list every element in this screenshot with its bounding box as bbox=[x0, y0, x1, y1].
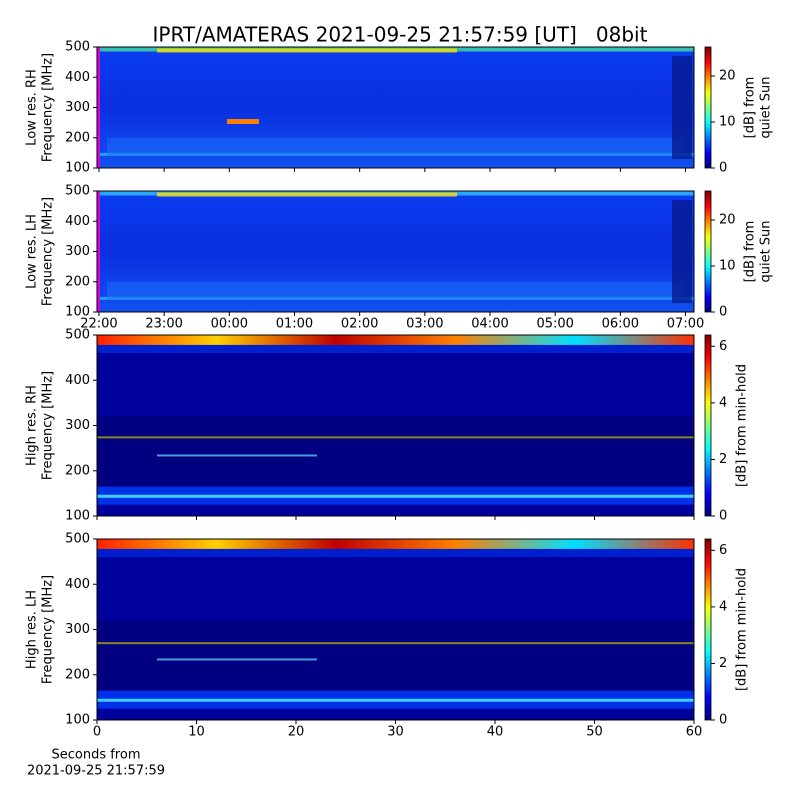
x-tick-label: 07:00 bbox=[667, 317, 704, 332]
y-axis-label: Low res. RH bbox=[25, 69, 40, 146]
y-tick-label: 500 bbox=[65, 328, 90, 343]
band bbox=[97, 335, 694, 345]
y-tick-label: 500 bbox=[65, 532, 90, 547]
x-tick-label: 30 bbox=[387, 725, 404, 740]
band bbox=[107, 137, 684, 156]
band bbox=[157, 192, 457, 197]
y-tick-label: 400 bbox=[65, 70, 90, 85]
x-tick-label: 60 bbox=[686, 725, 703, 740]
x-tick-label: 06:00 bbox=[602, 317, 639, 332]
x-axis-label: Seconds from bbox=[51, 748, 140, 763]
x-tick-label: 01:00 bbox=[276, 317, 313, 332]
band bbox=[157, 48, 457, 53]
x-tick-label: 00:00 bbox=[211, 317, 248, 332]
y-tick-label: 400 bbox=[65, 214, 90, 229]
colorbar-label: [dB] from bbox=[743, 77, 758, 139]
line-feature bbox=[157, 658, 317, 661]
colorbar-label: [dB] from min-hold bbox=[735, 568, 750, 691]
x-tick-label: 23:00 bbox=[145, 317, 182, 332]
colorbar-tick-label: 4 bbox=[719, 395, 727, 410]
y-axis-label: Frequency [MHz] bbox=[41, 53, 56, 162]
x-tick-label: 04:00 bbox=[471, 317, 508, 332]
y-tick-label: 100 bbox=[65, 161, 90, 176]
colorbar-tick-label: 20 bbox=[719, 212, 736, 227]
colorbar-tick-label: 0 bbox=[719, 305, 727, 320]
band bbox=[97, 620, 694, 691]
y-tick-label: 100 bbox=[65, 305, 90, 320]
x-tick-label: 50 bbox=[586, 725, 603, 740]
colorbar bbox=[704, 334, 712, 517]
y-tick-label: 300 bbox=[65, 100, 90, 115]
band bbox=[97, 539, 694, 549]
colorbar-tick-label: 2 bbox=[719, 656, 727, 671]
band bbox=[97, 344, 694, 354]
burst bbox=[227, 118, 259, 124]
x-tick-label: 0 bbox=[93, 725, 101, 740]
x-tick-label: 05:00 bbox=[536, 317, 573, 332]
figure-title: IPRT/AMATERAS 2021-09-25 21:57:59 [UT] 0… bbox=[153, 23, 648, 47]
colorbar-tick-label: 0 bbox=[719, 161, 727, 176]
band bbox=[97, 416, 694, 487]
y-tick-label: 300 bbox=[65, 244, 90, 259]
colorbar bbox=[704, 46, 712, 169]
colorbar-tick-label: 0 bbox=[719, 509, 727, 524]
y-tick-label: 300 bbox=[65, 622, 90, 637]
x-tick-label: 10 bbox=[188, 725, 205, 740]
colorbar-label: quiet Sun bbox=[759, 76, 774, 138]
y-tick-label: 300 bbox=[65, 418, 90, 433]
edge bbox=[672, 200, 692, 303]
x-axis-label: 2021-09-25 21:57:59 bbox=[27, 764, 165, 779]
x-tick-label: 22:00 bbox=[80, 317, 117, 332]
edge bbox=[97, 47, 100, 168]
x-tick-label: 40 bbox=[487, 725, 504, 740]
y-axis-label: High res. RH bbox=[25, 385, 40, 466]
y-tick-label: 400 bbox=[65, 577, 90, 592]
colorbar-label: quiet Sun bbox=[759, 220, 774, 282]
band bbox=[97, 548, 694, 558]
y-tick-label: 500 bbox=[65, 40, 90, 55]
colorbar-label: [dB] from min-hold bbox=[735, 364, 750, 487]
y-tick-label: 500 bbox=[65, 184, 90, 199]
y-tick-label: 200 bbox=[65, 130, 90, 145]
y-tick-label: 100 bbox=[65, 713, 90, 728]
x-tick-label: 03:00 bbox=[406, 317, 443, 332]
y-axis-label: Frequency [MHz] bbox=[41, 371, 56, 480]
colorbar-tick-label: 10 bbox=[719, 114, 736, 129]
y-tick-label: 400 bbox=[65, 373, 90, 388]
y-tick-label: 100 bbox=[65, 509, 90, 524]
colorbar-label: [dB] from bbox=[743, 221, 758, 283]
line-feature bbox=[97, 436, 694, 439]
y-axis-label: High res. LH bbox=[25, 590, 40, 669]
band bbox=[97, 698, 694, 702]
colorbar-tick-label: 6 bbox=[719, 543, 727, 558]
colorbar-tick-label: 10 bbox=[719, 258, 736, 273]
colorbar-tick-label: 20 bbox=[719, 68, 736, 83]
x-tick-label: 20 bbox=[288, 725, 305, 740]
colorbar-tick-label: 0 bbox=[719, 713, 727, 728]
line-feature bbox=[97, 642, 694, 645]
y-tick-label: 200 bbox=[65, 463, 90, 478]
colorbar-tick-label: 2 bbox=[719, 452, 727, 467]
band bbox=[107, 281, 684, 300]
y-tick-label: 200 bbox=[65, 274, 90, 289]
colorbar-tick-label: 4 bbox=[719, 599, 727, 614]
y-tick-label: 200 bbox=[65, 667, 90, 682]
y-axis-label: Frequency [MHz] bbox=[41, 575, 56, 684]
y-axis-label: Low res. LH bbox=[25, 214, 40, 289]
line-feature bbox=[157, 454, 317, 457]
colorbar bbox=[704, 190, 712, 313]
y-axis-label: Frequency [MHz] bbox=[41, 197, 56, 306]
x-tick-label: 02:00 bbox=[341, 317, 378, 332]
band bbox=[97, 494, 694, 498]
colorbar bbox=[704, 538, 712, 721]
edge bbox=[672, 56, 692, 159]
colorbar-tick-label: 6 bbox=[719, 339, 727, 354]
edge bbox=[97, 191, 100, 312]
